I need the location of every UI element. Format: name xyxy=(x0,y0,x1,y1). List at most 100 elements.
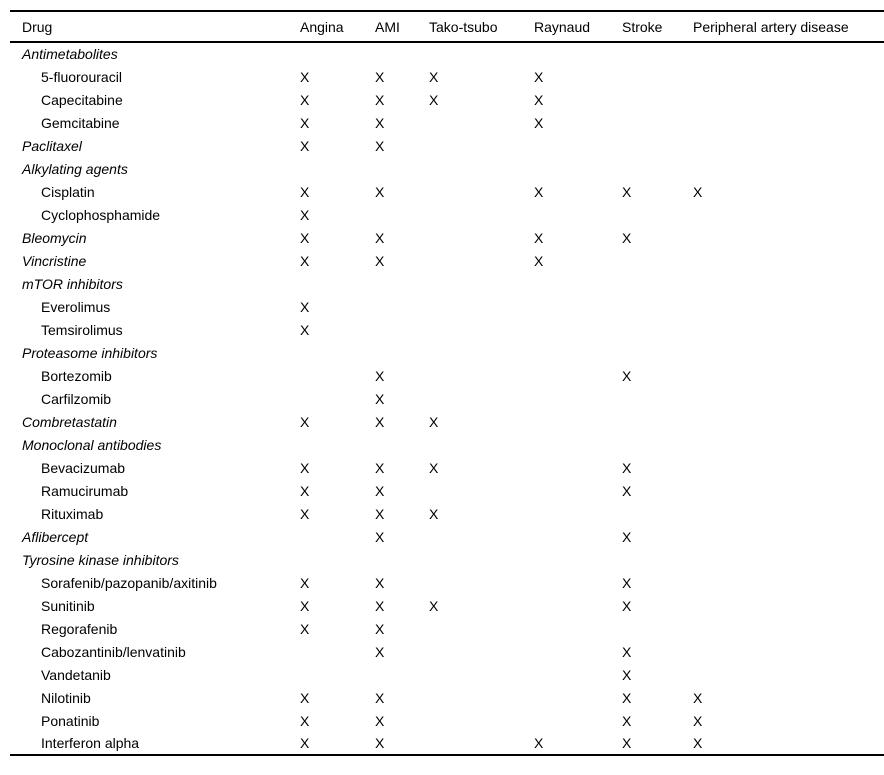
mark-cell: X xyxy=(300,321,310,338)
drug-name-cell: Cabozantinib/lenvatinib xyxy=(41,643,186,660)
drug-name-cell: Carfilzomib xyxy=(41,390,112,407)
mark-cell: X xyxy=(300,712,310,729)
empty-cell xyxy=(534,640,622,663)
table-row: Sorafenib/pazopanib/axitinib X X X xyxy=(10,571,884,594)
empty-cell xyxy=(534,456,622,479)
mark-cell: X xyxy=(300,91,310,108)
empty-cell xyxy=(693,272,884,295)
empty-cell xyxy=(534,525,622,548)
mark-cell: X xyxy=(375,528,385,545)
mark-cell: X xyxy=(375,252,385,269)
table-row: Bevacizumab X X X X xyxy=(10,456,884,479)
mark-cell: X xyxy=(300,229,310,246)
mark-cell: X xyxy=(429,597,439,614)
mark-cell: X xyxy=(622,597,632,614)
empty-cell xyxy=(429,226,534,249)
empty-cell xyxy=(622,42,693,65)
mark-cell: X xyxy=(622,574,632,591)
mark-cell: X xyxy=(534,229,544,246)
table-row: Cabozantinib/lenvatinib X X xyxy=(10,640,884,663)
mark-cell: X xyxy=(534,114,544,131)
table-row: Tyrosine kinase inhibitors xyxy=(10,548,884,571)
empty-cell xyxy=(693,433,884,456)
empty-cell xyxy=(534,203,622,226)
column-header: Tako-tsubo xyxy=(429,18,498,35)
empty-cell xyxy=(693,387,884,410)
mark-cell: X xyxy=(429,413,439,430)
empty-cell xyxy=(622,387,693,410)
table-row: Monoclonal antibodies xyxy=(10,433,884,456)
empty-cell xyxy=(429,295,534,318)
column-header-drug: Drug xyxy=(22,18,53,35)
empty-cell xyxy=(693,111,884,134)
table-row: Proteasome inhibitors xyxy=(10,341,884,364)
column-header: Raynaud xyxy=(534,18,591,35)
mark-cell: X xyxy=(622,459,632,476)
empty-cell xyxy=(534,709,622,732)
empty-cell xyxy=(693,318,884,341)
mark-cell: X xyxy=(300,735,310,751)
mark-cell: X xyxy=(300,505,310,522)
category-label-cell: Paclitaxel xyxy=(22,137,82,154)
table-row: Bortezomib X X xyxy=(10,364,884,387)
mark-cell: X xyxy=(375,574,385,591)
empty-cell xyxy=(622,203,693,226)
mark-cell: X xyxy=(300,183,310,200)
mark-cell: X xyxy=(693,735,703,751)
empty-cell xyxy=(429,203,534,226)
mark-cell: X xyxy=(375,620,385,637)
table-row: Vincristine X X X xyxy=(10,249,884,272)
table-row: Antimetabolites xyxy=(10,42,884,65)
table-row: Paclitaxel X X xyxy=(10,134,884,157)
empty-cell xyxy=(534,318,622,341)
mark-cell: X xyxy=(375,413,385,430)
empty-cell xyxy=(622,318,693,341)
table-row: Cyclophosphamide X xyxy=(10,203,884,226)
empty-cell xyxy=(534,364,622,387)
drug-name-cell: Gemcitabine xyxy=(41,114,120,131)
category-label-cell: Monoclonal antibodies xyxy=(22,436,162,453)
empty-cell xyxy=(534,410,622,433)
mark-cell: X xyxy=(375,68,385,85)
empty-cell xyxy=(429,571,534,594)
drug-name-cell: Bevacizumab xyxy=(41,459,126,476)
category-label-cell: Vincristine xyxy=(22,252,87,269)
table-row: Interferon alpha X X X X X xyxy=(10,732,884,755)
empty-cell xyxy=(622,157,693,180)
empty-cell xyxy=(534,157,622,180)
empty-cell xyxy=(622,134,693,157)
empty-cell xyxy=(429,617,534,640)
empty-cell xyxy=(300,364,375,387)
table-row: Alkylating agents xyxy=(10,157,884,180)
table-row: Carfilzomib X xyxy=(10,387,884,410)
mark-cell: X xyxy=(622,528,632,545)
table-row: Nilotinib X X X X xyxy=(10,686,884,709)
empty-cell xyxy=(534,272,622,295)
mark-cell: X xyxy=(375,689,385,706)
empty-cell xyxy=(534,502,622,525)
drug-name-cell: Nilotinib xyxy=(41,689,91,706)
drug-name-cell: 5-fluorouracil xyxy=(41,68,122,85)
empty-cell xyxy=(429,272,534,295)
empty-cell xyxy=(622,548,693,571)
header-row: Drug Angina AMI Tako-tsubo Raynaud Stroke Per… xyxy=(10,11,884,42)
empty-cell xyxy=(429,387,534,410)
mark-cell: X xyxy=(375,91,385,108)
empty-cell xyxy=(429,663,534,686)
mark-cell: X xyxy=(534,68,544,85)
mark-cell: X xyxy=(693,689,703,706)
category-label-cell: Alkylating agents xyxy=(22,160,128,177)
mark-cell: X xyxy=(300,482,310,499)
empty-cell xyxy=(693,410,884,433)
mark-cell: X xyxy=(300,114,310,131)
empty-cell xyxy=(693,364,884,387)
category-label-cell: Proteasome inhibitors xyxy=(22,344,158,361)
empty-cell xyxy=(300,663,375,686)
empty-cell xyxy=(693,456,884,479)
mark-cell: X xyxy=(375,643,385,660)
drug-name-cell: Sorafenib/pazopanib/axitinib xyxy=(41,574,217,591)
table-row: Combretastatin X X X xyxy=(10,410,884,433)
empty-cell xyxy=(300,341,375,364)
mark-cell: X xyxy=(375,712,385,729)
drug-name-cell: Everolimus xyxy=(41,298,111,315)
